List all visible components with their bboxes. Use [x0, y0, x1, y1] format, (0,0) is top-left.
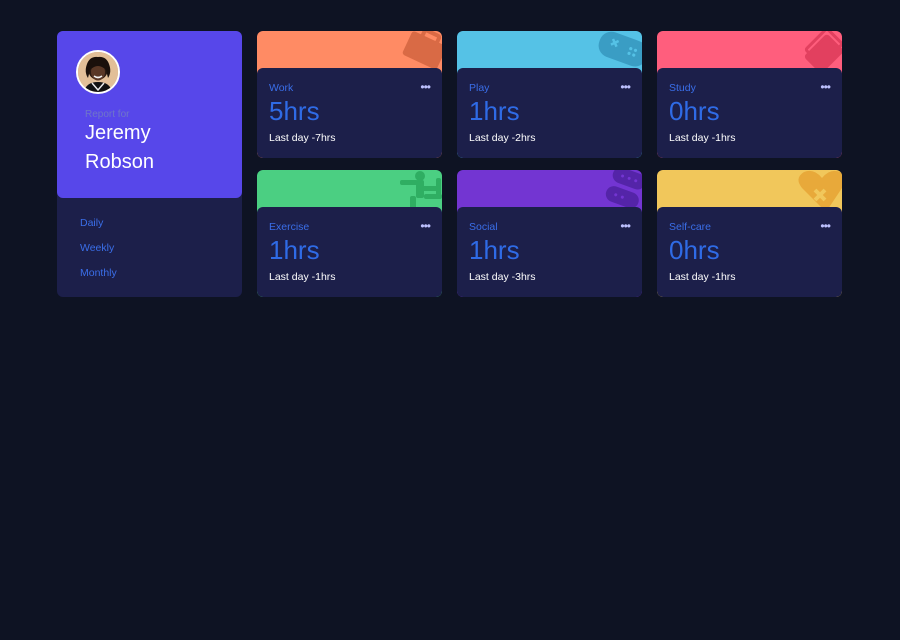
card-body: Play ••• 1hrs Last day -2hrs	[457, 68, 642, 158]
activity-current-hours: 5hrs	[269, 96, 320, 126]
activity-title: Self-care	[669, 221, 712, 233]
user-name: Jeremy Robson	[85, 119, 235, 177]
activity-title: Exercise	[269, 221, 310, 233]
ellipsis-menu-icon[interactable]: •••	[620, 219, 631, 233]
activity-title: Play	[469, 82, 490, 94]
activity-current-hours: 1hrs	[269, 235, 320, 265]
briefcase-icon	[382, 31, 442, 73]
chat-bubbles-icon	[582, 170, 642, 212]
activity-previous-hours: Last day -1hrs	[669, 132, 736, 144]
card-body: Exercise ••• 1hrs Last day -1hrs	[257, 207, 442, 297]
user-avatar-icon	[78, 52, 118, 92]
period-daily-link[interactable]: Daily	[80, 217, 104, 229]
activity-previous-hours: Last day -3hrs	[469, 271, 536, 283]
activity-card-study: Study ••• 0hrs Last day -1hrs	[657, 31, 842, 158]
user-last-name: Robson	[85, 151, 154, 173]
avatar	[76, 50, 120, 94]
activity-title: Social	[469, 221, 498, 233]
activity-card-self-care: Self-care ••• 0hrs Last day -1hrs	[657, 170, 842, 297]
activity-previous-hours: Last day -2hrs	[469, 132, 536, 144]
activity-card-exercise: Exercise ••• 1hrs Last day -1hrs	[257, 170, 442, 297]
ellipsis-menu-icon[interactable]: •••	[420, 80, 431, 94]
profile-card: Report for Jeremy Robson Daily Weekly Mo…	[57, 31, 242, 297]
activity-card-work: Work ••• 5hrs Last day -7hrs	[257, 31, 442, 158]
activity-current-hours: 0hrs	[669, 235, 720, 265]
activity-previous-hours: Last day -7hrs	[269, 132, 336, 144]
activity-card-social: Social ••• 1hrs Last day -3hrs	[457, 170, 642, 297]
ellipsis-menu-icon[interactable]: •••	[820, 80, 831, 94]
user-first-name: Jeremy	[85, 122, 151, 144]
activity-title: Study	[669, 82, 696, 94]
runner-icon	[382, 170, 442, 212]
card-body: Work ••• 5hrs Last day -7hrs	[257, 68, 442, 158]
activity-card-play: Play ••• 1hrs Last day -2hrs	[457, 31, 642, 158]
profile-header: Report for Jeremy Robson	[57, 31, 242, 198]
ellipsis-menu-icon[interactable]: •••	[620, 80, 631, 94]
card-body: Self-care ••• 0hrs Last day -1hrs	[657, 207, 842, 297]
ellipsis-menu-icon[interactable]: •••	[420, 219, 431, 233]
activity-previous-hours: Last day -1hrs	[669, 271, 736, 283]
card-body: Social ••• 1hrs Last day -3hrs	[457, 207, 642, 297]
book-icon	[782, 31, 842, 73]
report-for-label: Report for	[85, 109, 130, 120]
card-body: Study ••• 0hrs Last day -1hrs	[657, 68, 842, 158]
activity-current-hours: 0hrs	[669, 96, 720, 126]
activity-current-hours: 1hrs	[469, 235, 520, 265]
activity-current-hours: 1hrs	[469, 96, 520, 126]
ellipsis-menu-icon[interactable]: •••	[820, 219, 831, 233]
period-monthly-link[interactable]: Monthly	[80, 267, 117, 279]
activity-previous-hours: Last day -1hrs	[269, 271, 336, 283]
gamepad-icon	[582, 31, 642, 73]
activity-title: Work	[269, 82, 294, 94]
heart-bandage-icon	[782, 170, 842, 212]
period-weekly-link[interactable]: Weekly	[80, 242, 115, 254]
